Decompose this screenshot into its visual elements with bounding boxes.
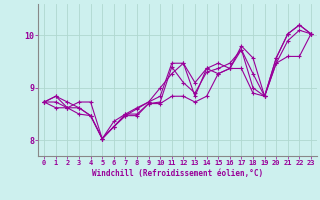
X-axis label: Windchill (Refroidissement éolien,°C): Windchill (Refroidissement éolien,°C): [92, 169, 263, 178]
